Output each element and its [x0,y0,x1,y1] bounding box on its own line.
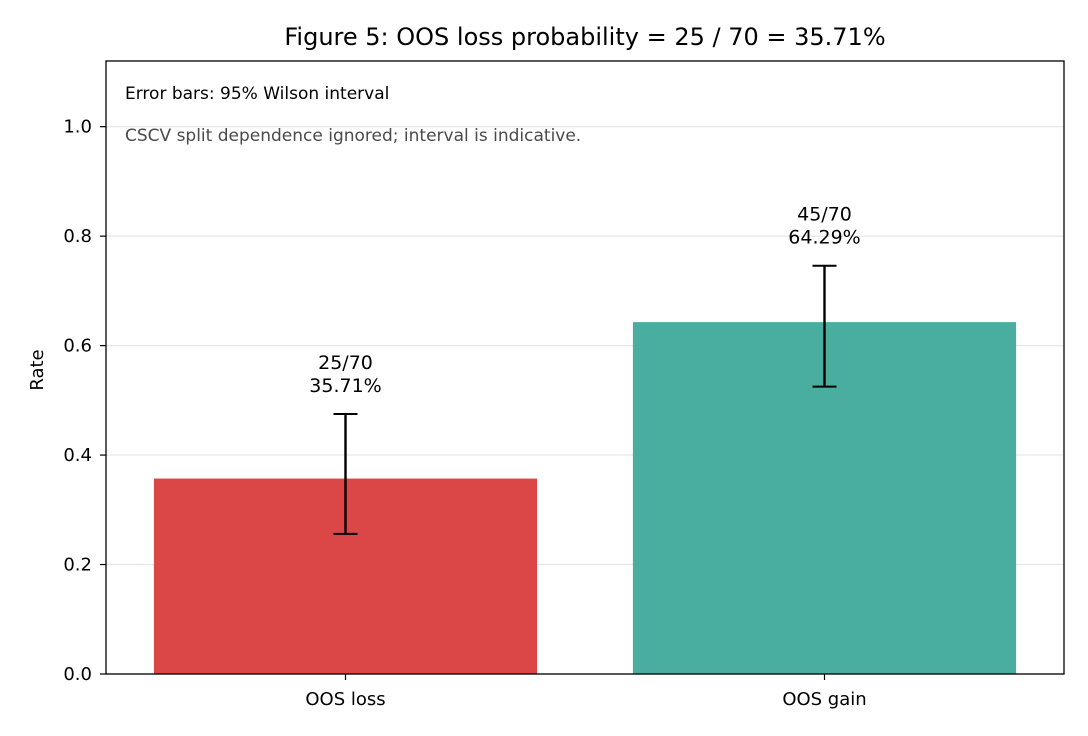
annotation-cscv-note: CSCV split dependence ignored; interval … [125,126,581,146]
data-label-count: 45/70 [797,204,852,226]
data-label-percent: 35.71% [309,375,381,397]
x-tick-label: OOS loss [305,689,385,710]
chart-title: Figure 5: OOS loss probability = 25 / 70… [284,23,885,51]
y-tick-label: 0.4 [63,445,92,466]
plot-frame [105,60,1065,675]
y-tick-label: 1.0 [63,117,92,138]
y-tick-label: 0.6 [63,336,92,357]
x-tick-label: OOS gain [782,689,866,710]
y-axis: 0.0 0.2 0.4 0.6 0.8 1.0 [63,117,106,685]
data-label-count: 25/70 [318,352,373,374]
y-tick-label: 0.2 [63,555,92,576]
bars-group [153,322,1017,674]
x-axis: OOS loss OOS gain [305,674,867,710]
y-axis-label: Rate [27,349,48,390]
y-tick-label: 0.0 [63,664,92,685]
data-label-percent: 64.29% [788,227,860,249]
error-bars-group [333,264,837,535]
annotation-error-bars: Error bars: 95% Wilson interval [125,84,389,104]
y-tick-label: 0.8 [63,226,92,247]
